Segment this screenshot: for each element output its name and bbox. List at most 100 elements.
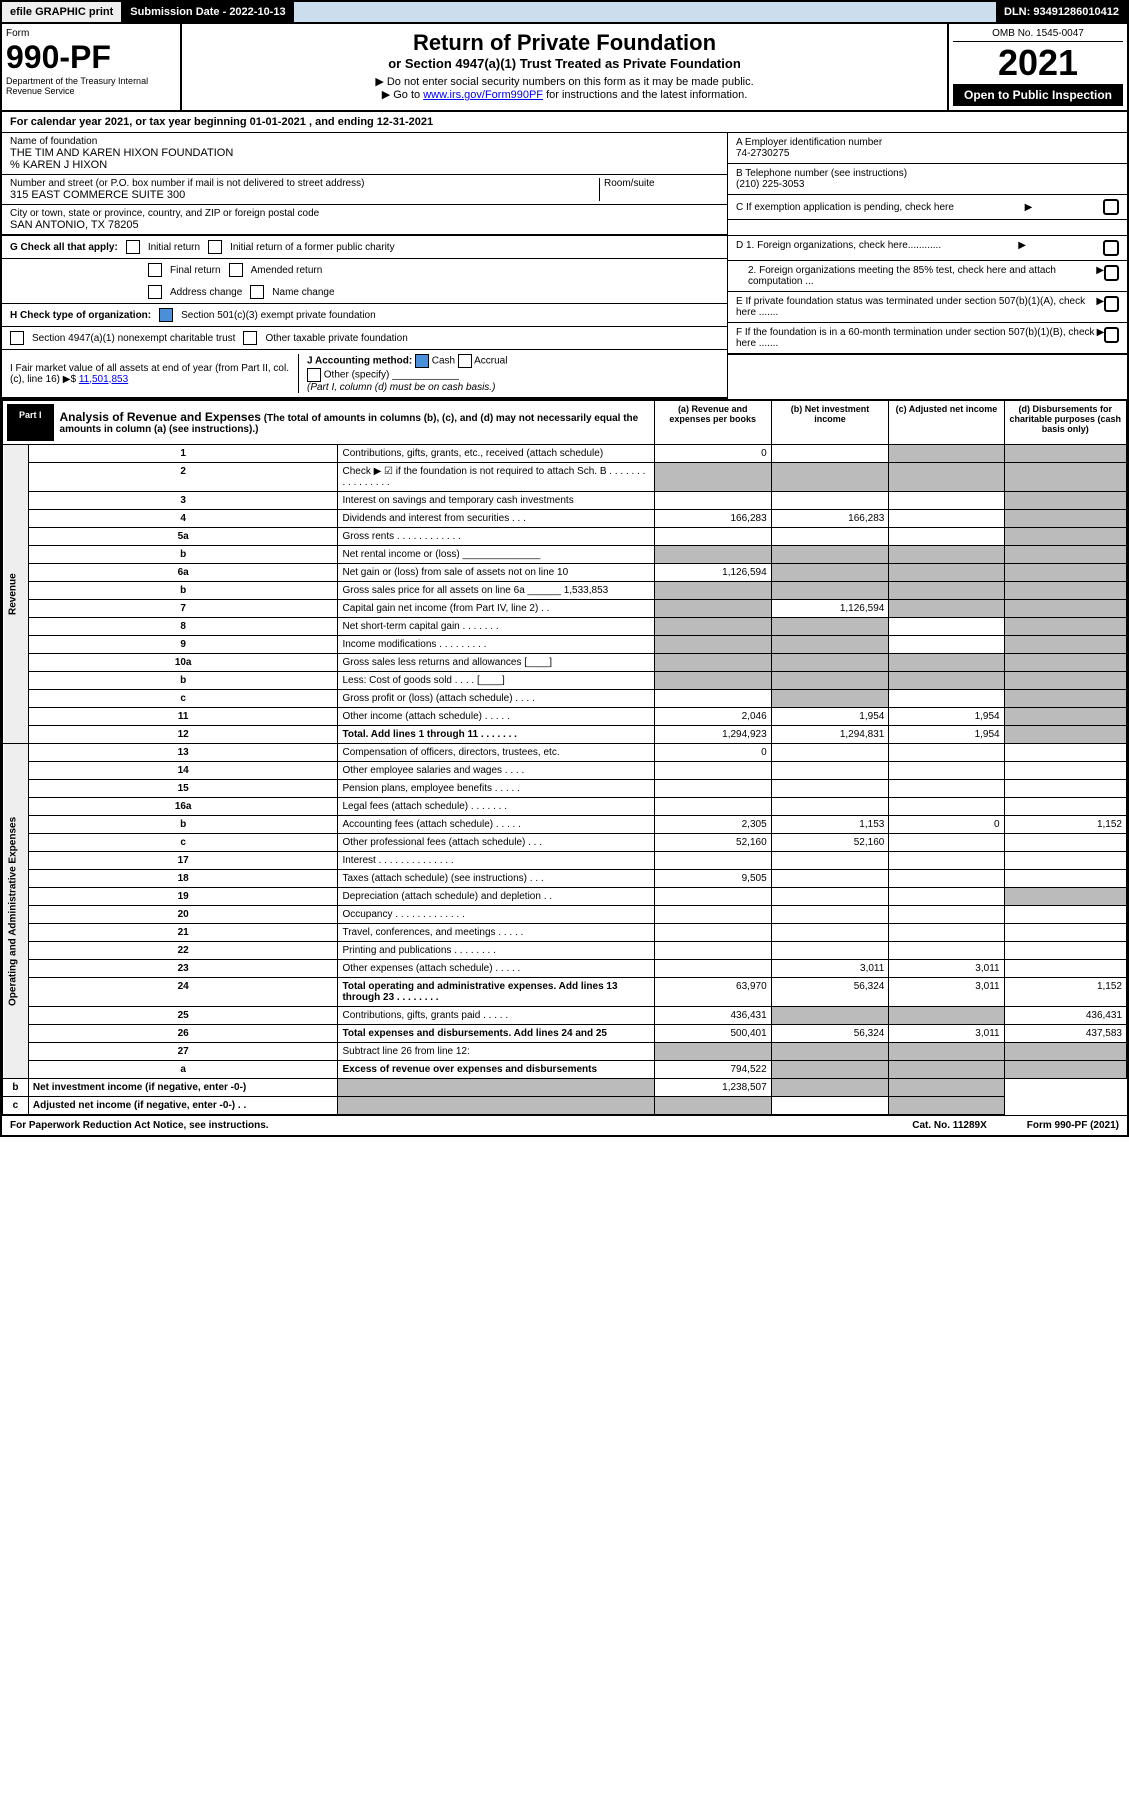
row-amt — [1004, 726, 1126, 744]
g-label: G Check all that apply: — [10, 242, 118, 253]
row-amt — [889, 888, 1004, 906]
row-amt: 1,153 — [771, 816, 889, 834]
row-amt — [1004, 780, 1126, 798]
row-desc: Net short-term capital gain . . . . . . … — [338, 618, 654, 636]
row-amt: 1,152 — [1004, 978, 1126, 1007]
row-amt — [1004, 636, 1126, 654]
name-change-checkbox[interactable] — [250, 285, 264, 299]
row-num: 3 — [28, 492, 338, 510]
f-checkbox[interactable] — [1104, 327, 1119, 343]
efile-print-button[interactable]: efile GRAPHIC print — [2, 2, 122, 22]
row-amt — [889, 636, 1004, 654]
row-amt — [654, 546, 771, 564]
row-num: 7 — [28, 600, 338, 618]
amended-return-checkbox[interactable] — [229, 263, 243, 277]
part1-tab: Part I — [7, 404, 54, 441]
501c3-checkbox[interactable] — [159, 308, 173, 322]
row-amt — [771, 780, 889, 798]
note-1: ▶ Do not enter social security numbers o… — [188, 75, 941, 88]
g-opt-5: Name change — [272, 287, 334, 298]
row-amt — [1004, 654, 1126, 672]
row-num: 19 — [28, 888, 338, 906]
row-amt — [771, 463, 889, 492]
other-taxable-checkbox[interactable] — [243, 331, 257, 345]
d1-label: D 1. Foreign organizations, check here..… — [736, 240, 941, 256]
row-num: b — [28, 546, 338, 564]
row-amt — [889, 492, 1004, 510]
row-desc: Adjusted net income (if negative, enter … — [28, 1097, 338, 1115]
expenses-side-label: Operating and Administrative Expenses — [3, 744, 29, 1079]
row-amt — [654, 528, 771, 546]
row-desc: Less: Cost of goods sold . . . . [____] — [338, 672, 654, 690]
c-checkbox[interactable] — [1103, 199, 1119, 215]
row-amt — [654, 582, 771, 600]
row-num: 23 — [28, 960, 338, 978]
row-amt: 1,152 — [1004, 816, 1126, 834]
row-desc: Income modifications . . . . . . . . . — [338, 636, 654, 654]
col-a: (a) Revenue and expenses per books — [654, 401, 771, 445]
row-amt — [1004, 463, 1126, 492]
j-label: J Accounting method: — [307, 356, 412, 367]
row-amt — [889, 1043, 1004, 1061]
other-method-checkbox[interactable] — [307, 368, 321, 382]
row-amt — [771, 888, 889, 906]
row-amt — [771, 492, 889, 510]
d2-label: 2. Foreign organizations meeting the 85%… — [736, 265, 1096, 287]
row-amt: 437,583 — [1004, 1025, 1126, 1043]
h-opt-3: Other taxable private foundation — [265, 333, 407, 344]
row-amt — [889, 510, 1004, 528]
row-amt: 1,294,923 — [654, 726, 771, 744]
initial-former-checkbox[interactable] — [208, 240, 222, 254]
row-amt: 794,522 — [654, 1061, 771, 1079]
row-amt: 0 — [654, 744, 771, 762]
fmv-value[interactable]: 11,501,853 — [79, 374, 128, 385]
row-amt — [889, 924, 1004, 942]
row-amt — [654, 906, 771, 924]
row-desc: Contributions, gifts, grants paid . . . … — [338, 1007, 654, 1025]
footer-mid: Cat. No. 11289X — [912, 1120, 986, 1131]
f-label: F If the foundation is in a 60-month ter… — [736, 327, 1097, 349]
e-label: E If private foundation status was termi… — [736, 296, 1096, 318]
row-amt — [889, 564, 1004, 582]
d1-checkbox[interactable] — [1103, 240, 1119, 256]
row-amt — [889, 1061, 1004, 1079]
row-amt — [889, 1079, 1004, 1097]
row-amt — [1004, 744, 1126, 762]
row-desc: Pension plans, employee benefits . . . .… — [338, 780, 654, 798]
row-amt — [654, 672, 771, 690]
initial-return-checkbox[interactable] — [126, 240, 140, 254]
row-num: b — [28, 816, 338, 834]
row-desc: Gross sales less returns and allowances … — [338, 654, 654, 672]
4947-checkbox[interactable] — [10, 331, 24, 345]
row-amt — [654, 492, 771, 510]
row-amt — [654, 654, 771, 672]
row-num: 17 — [28, 852, 338, 870]
row-num: b — [28, 672, 338, 690]
row-amt — [889, 942, 1004, 960]
e-checkbox[interactable] — [1104, 296, 1119, 312]
row-amt: 1,954 — [889, 708, 1004, 726]
row-amt — [1004, 492, 1126, 510]
d2-checkbox[interactable] — [1104, 265, 1119, 281]
final-return-checkbox[interactable] — [148, 263, 162, 277]
row-amt — [889, 654, 1004, 672]
row-amt: 63,970 — [654, 978, 771, 1007]
row-desc: Net investment income (if negative, ente… — [28, 1079, 338, 1097]
row-amt: 166,283 — [771, 510, 889, 528]
row-desc: Check ▶ ☑ if the foundation is not requi… — [338, 463, 654, 492]
row-num: 15 — [28, 780, 338, 798]
row-amt — [771, 906, 889, 924]
address-change-checkbox[interactable] — [148, 285, 162, 299]
g-opt-0: Initial return — [148, 242, 200, 253]
row-amt — [771, 762, 889, 780]
cash-checkbox[interactable] — [415, 354, 429, 368]
row-amt — [889, 762, 1004, 780]
row-amt — [771, 618, 889, 636]
row-amt — [1004, 834, 1126, 852]
row-desc: Interest . . . . . . . . . . . . . . — [338, 852, 654, 870]
row-amt: 1,294,831 — [771, 726, 889, 744]
instructions-link[interactable]: www.irs.gov/Form990PF — [423, 89, 543, 101]
accrual-checkbox[interactable] — [458, 354, 472, 368]
tax-year: 2021 — [953, 42, 1123, 84]
row-amt — [1004, 546, 1126, 564]
